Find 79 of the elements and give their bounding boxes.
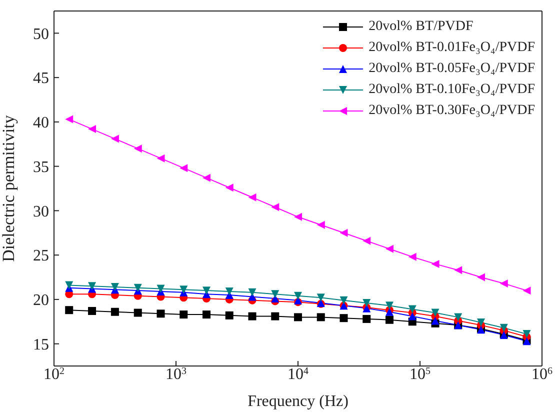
point bbox=[88, 125, 96, 134]
point bbox=[156, 310, 165, 318]
point bbox=[65, 306, 74, 314]
point bbox=[134, 308, 142, 317]
legend-label: 20vol% BT/PVDF bbox=[368, 18, 474, 36]
point bbox=[500, 279, 508, 288]
point bbox=[431, 316, 440, 325]
point bbox=[110, 134, 119, 143]
point bbox=[248, 312, 256, 320]
point bbox=[134, 284, 142, 292]
point bbox=[156, 284, 165, 293]
point bbox=[362, 236, 371, 245]
legend-label: 20vol% BT-0.05Fe₃O₄/PVDF bbox=[368, 60, 535, 78]
point bbox=[316, 313, 325, 322]
legend-label: 20vol% BT-0.10Fe₃O₄/PVDF bbox=[368, 81, 535, 99]
x-tick-label: 10$^{6}$ bbox=[532, 366, 552, 383]
point bbox=[202, 286, 210, 295]
y-tick-label: 30 bbox=[33, 203, 49, 220]
point bbox=[294, 212, 302, 221]
point bbox=[340, 296, 348, 304]
point bbox=[386, 302, 394, 310]
legend-label: 20vol% BT-0.01Fe₃O₄/PVDF bbox=[368, 39, 535, 57]
point bbox=[271, 312, 280, 320]
x-tick-label: 10$^{4}$ bbox=[288, 366, 308, 383]
point bbox=[431, 308, 440, 317]
point bbox=[340, 314, 348, 322]
point bbox=[134, 144, 142, 153]
point bbox=[316, 220, 325, 229]
point bbox=[225, 311, 234, 320]
x-axis-title: Frequency (Hz) bbox=[248, 393, 348, 410]
point bbox=[500, 324, 508, 332]
point bbox=[477, 318, 485, 327]
point bbox=[454, 313, 462, 322]
point bbox=[362, 314, 371, 323]
point bbox=[156, 154, 165, 162]
y-tick-label: 15 bbox=[33, 336, 49, 354]
y-tick-label: 20 bbox=[33, 292, 49, 310]
legend-label: 20vol% BT-0.30Fe₃O₄/PVDF bbox=[368, 102, 535, 120]
point bbox=[386, 244, 394, 253]
point bbox=[522, 330, 531, 338]
point bbox=[294, 313, 302, 322]
point bbox=[110, 308, 119, 316]
x-tick-label: 10$^{5}$ bbox=[410, 366, 430, 383]
point bbox=[271, 290, 280, 298]
point bbox=[202, 310, 210, 319]
point bbox=[225, 287, 234, 296]
point bbox=[408, 305, 416, 314]
y-tick-label: 50 bbox=[33, 26, 49, 43]
point bbox=[340, 228, 348, 237]
point bbox=[248, 193, 256, 202]
point bbox=[408, 312, 416, 320]
y-axis-title: Dielectric permitivity bbox=[0, 114, 18, 262]
y-tick-label: 35 bbox=[33, 158, 49, 176]
point bbox=[408, 252, 416, 261]
point bbox=[271, 203, 280, 212]
x-tick-label: 10$^{2}$ bbox=[44, 366, 64, 383]
point bbox=[202, 174, 210, 182]
point bbox=[316, 294, 325, 302]
point bbox=[225, 184, 234, 192]
point bbox=[386, 316, 394, 324]
point bbox=[454, 266, 462, 274]
point bbox=[248, 288, 256, 296]
point bbox=[522, 286, 531, 295]
y-tick-label: 25 bbox=[33, 248, 49, 265]
point bbox=[110, 283, 119, 292]
point bbox=[65, 281, 74, 290]
point bbox=[180, 310, 188, 319]
point bbox=[65, 115, 74, 124]
y-tick-label: 40 bbox=[33, 114, 49, 132]
point bbox=[294, 292, 302, 300]
point bbox=[88, 282, 96, 290]
y-tick-label: 45 bbox=[33, 70, 49, 88]
x-tick-label: 10$^{3}$ bbox=[166, 366, 186, 383]
point bbox=[88, 306, 96, 315]
point bbox=[180, 164, 188, 172]
point bbox=[180, 286, 188, 294]
point bbox=[431, 260, 440, 268]
point bbox=[362, 298, 371, 307]
point bbox=[477, 273, 485, 282]
